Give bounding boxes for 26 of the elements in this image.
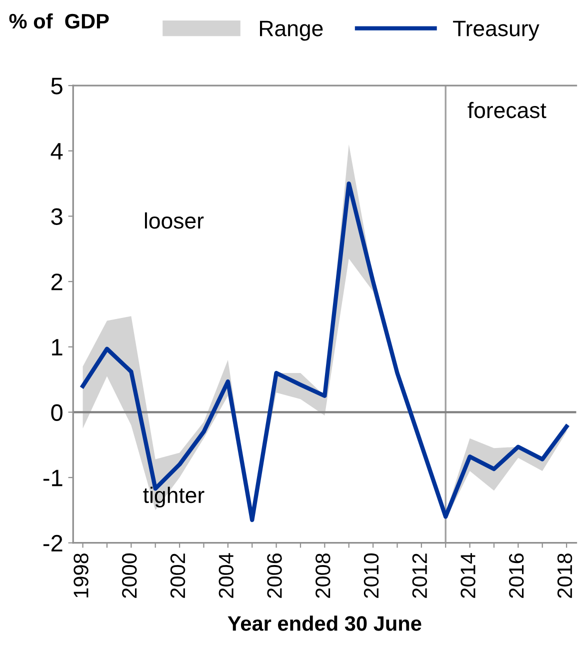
x-tick-label: 1998 (74, 553, 88, 598)
annotation: looser (144, 212, 204, 229)
x-tick-label: 2018 (557, 553, 572, 598)
legend-label: Range (260, 20, 323, 41)
x-tick-label: 2002 (170, 554, 186, 598)
y-tick-label: 3 (51, 208, 62, 225)
x-tick-label: 2006 (267, 553, 282, 598)
y-axis-title: % of GDP (9, 13, 109, 29)
x-tick-label: 2016 (509, 553, 524, 598)
x-tick-label: 2010 (364, 553, 379, 598)
y-tick-label: 2 (51, 274, 62, 290)
x-tick-label: 2004 (218, 553, 234, 598)
x-tick-label: 2014 (460, 553, 476, 598)
legend-label: Treasury (453, 20, 540, 41)
y-tick-label: -1 (43, 470, 62, 486)
ref-line-label: forecast (468, 102, 546, 118)
y-tick-label: 1 (52, 339, 62, 356)
x-tick-label: 2000 (122, 553, 137, 598)
x-tick-label: 2012 (412, 554, 428, 598)
y-tick-label: 4 (50, 143, 63, 160)
y-tick-label: 0 (51, 404, 62, 421)
y-tick-label: -2 (43, 534, 62, 552)
annotation: tighter (143, 486, 204, 508)
x-axis-title: Year ended 30 June (228, 616, 422, 631)
y-tick-label: 5 (51, 78, 62, 94)
x-tick-label: 2008 (316, 553, 330, 598)
